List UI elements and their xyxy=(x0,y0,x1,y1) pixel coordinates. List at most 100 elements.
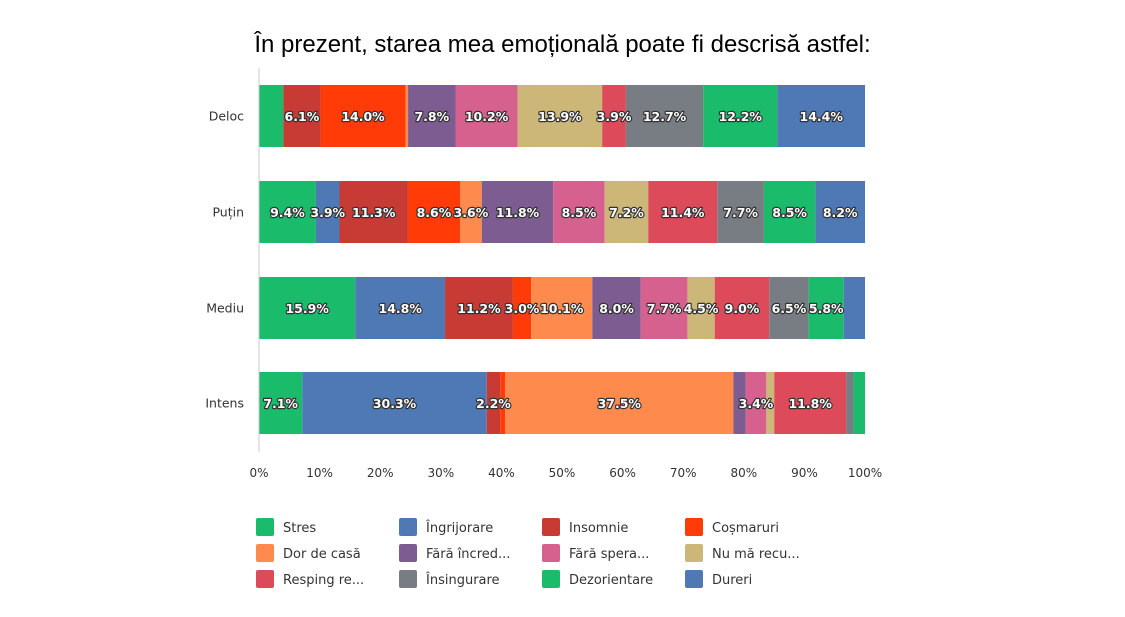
data-label: 7.8% xyxy=(414,109,449,124)
bar-segment xyxy=(455,85,518,147)
legend-item[interactable]: Resping re... xyxy=(256,570,364,588)
x-tick-label: 100% xyxy=(848,466,882,480)
legend-label: Fără spera... xyxy=(569,547,649,562)
data-label: 6.1% xyxy=(285,109,320,124)
legend-item[interactable]: Dor de casă xyxy=(256,544,361,562)
bar-segment xyxy=(445,277,513,339)
data-label: 14.0% xyxy=(341,109,385,124)
legend-item[interactable]: Dezorientare xyxy=(542,570,653,588)
bar-segment xyxy=(339,181,408,243)
legend-label: Dezorientare xyxy=(569,573,653,588)
bar-segment xyxy=(259,372,303,434)
legend-swatch xyxy=(542,570,560,588)
legend-swatch xyxy=(256,570,274,588)
data-label: 3.4% xyxy=(739,396,774,411)
legend-label: Îngrijorare xyxy=(425,520,493,536)
data-label: 6.5% xyxy=(772,301,807,316)
data-label: 12.2% xyxy=(719,109,763,124)
data-label: 10.1% xyxy=(540,301,584,316)
data-label: 11.2% xyxy=(457,301,501,316)
bar-segment xyxy=(703,85,778,147)
data-label: 9.0% xyxy=(725,301,760,316)
x-tick-label: 90% xyxy=(791,466,818,480)
legend-swatch xyxy=(542,544,560,562)
bar-segment xyxy=(500,372,506,434)
bar-segment xyxy=(512,277,532,339)
legend-swatch xyxy=(399,518,417,536)
legend-item[interactable]: Îngrijorare xyxy=(399,518,493,536)
data-label: 15.9% xyxy=(285,301,329,316)
legend-swatch xyxy=(399,570,417,588)
legend-label: Nu mă recu... xyxy=(712,547,800,562)
bar-segment xyxy=(355,277,446,339)
x-tick-label: 10% xyxy=(306,466,333,480)
legend-item[interactable]: Nu mă recu... xyxy=(685,544,800,562)
bar-segment xyxy=(769,277,809,339)
bar-segment xyxy=(602,85,626,147)
data-label: 3.9% xyxy=(310,205,345,220)
bar-segment xyxy=(766,372,775,434)
data-label: 7.1% xyxy=(263,396,298,411)
legend-item[interactable]: Coșmaruri xyxy=(685,518,779,536)
bar-segment xyxy=(553,181,605,243)
bar-segment xyxy=(640,277,688,339)
bar-segment xyxy=(648,181,718,243)
legend-item[interactable]: Stres xyxy=(256,518,316,536)
legend-swatch xyxy=(542,518,560,536)
legend-label: Însingurare xyxy=(425,572,500,588)
chart-title: În prezent, starea mea emoțională poate … xyxy=(254,31,871,58)
data-label: 7.2% xyxy=(609,205,644,220)
legend-label: Dor de casă xyxy=(283,547,361,562)
legend-swatch xyxy=(685,518,703,536)
x-tick-label: 30% xyxy=(427,466,454,480)
x-tick-label: 40% xyxy=(488,466,515,480)
legend-label: Fără încred... xyxy=(426,547,510,562)
legend-item[interactable]: Fără încred... xyxy=(399,544,510,562)
x-axis-ticks: 0% 10% 20% 30% 40% 50% 60% 70% 80% 90% 100% xyxy=(249,466,882,480)
bar-segment xyxy=(315,181,340,243)
bar-segment xyxy=(259,181,316,243)
data-label: 8.6% xyxy=(417,205,452,220)
bar-segment xyxy=(405,85,409,147)
x-tick-label: 70% xyxy=(670,466,697,480)
category-label: Intens xyxy=(205,396,244,411)
legend-swatch xyxy=(685,544,703,562)
bar-segment xyxy=(302,372,487,434)
data-label: 8.5% xyxy=(562,205,597,220)
data-label: 10.2% xyxy=(465,109,509,124)
legend-swatch xyxy=(256,518,274,536)
data-labels: 6.1% 14.0% 7.8% 10.2% 13.9% 3.9% 12.7% 12.2% 14.… xyxy=(262,108,859,412)
bar-segment xyxy=(714,277,770,339)
legend-item[interactable]: Dureri xyxy=(685,570,752,588)
bar-segment xyxy=(733,372,746,434)
bar-segment xyxy=(763,181,816,243)
bar-segment xyxy=(853,372,865,434)
bar-segment xyxy=(283,85,321,147)
bar-segment xyxy=(259,85,284,147)
data-label: 9.4% xyxy=(270,205,305,220)
legend-swatch xyxy=(685,570,703,588)
data-label: 30.3% xyxy=(373,396,417,411)
bar-segment xyxy=(625,85,704,147)
bar-segment xyxy=(259,277,356,339)
bar-segment xyxy=(745,372,767,434)
legend-label: Dureri xyxy=(712,573,752,588)
bar-segment xyxy=(481,181,554,243)
legend-item[interactable]: Fără spera... xyxy=(542,544,649,562)
data-label: 12.7% xyxy=(643,109,687,124)
legend-item[interactable]: Insomnie xyxy=(542,518,628,536)
legend-swatch xyxy=(256,544,274,562)
data-label: 13.9% xyxy=(538,109,582,124)
data-label: 7.7% xyxy=(723,205,758,220)
legend-label: Resping re... xyxy=(283,573,364,588)
legend-label: Insomnie xyxy=(569,521,628,536)
category-labels: Deloc Puțin Mediu Intens xyxy=(205,109,244,411)
data-label: 3.9% xyxy=(597,109,632,124)
bar-segment xyxy=(408,85,456,147)
bar-segment xyxy=(687,277,715,339)
legend-swatch xyxy=(399,544,417,562)
legend-item[interactable]: Însingurare xyxy=(399,570,500,588)
data-label: 8.5% xyxy=(772,205,807,220)
data-label: 3.0% xyxy=(505,301,540,316)
